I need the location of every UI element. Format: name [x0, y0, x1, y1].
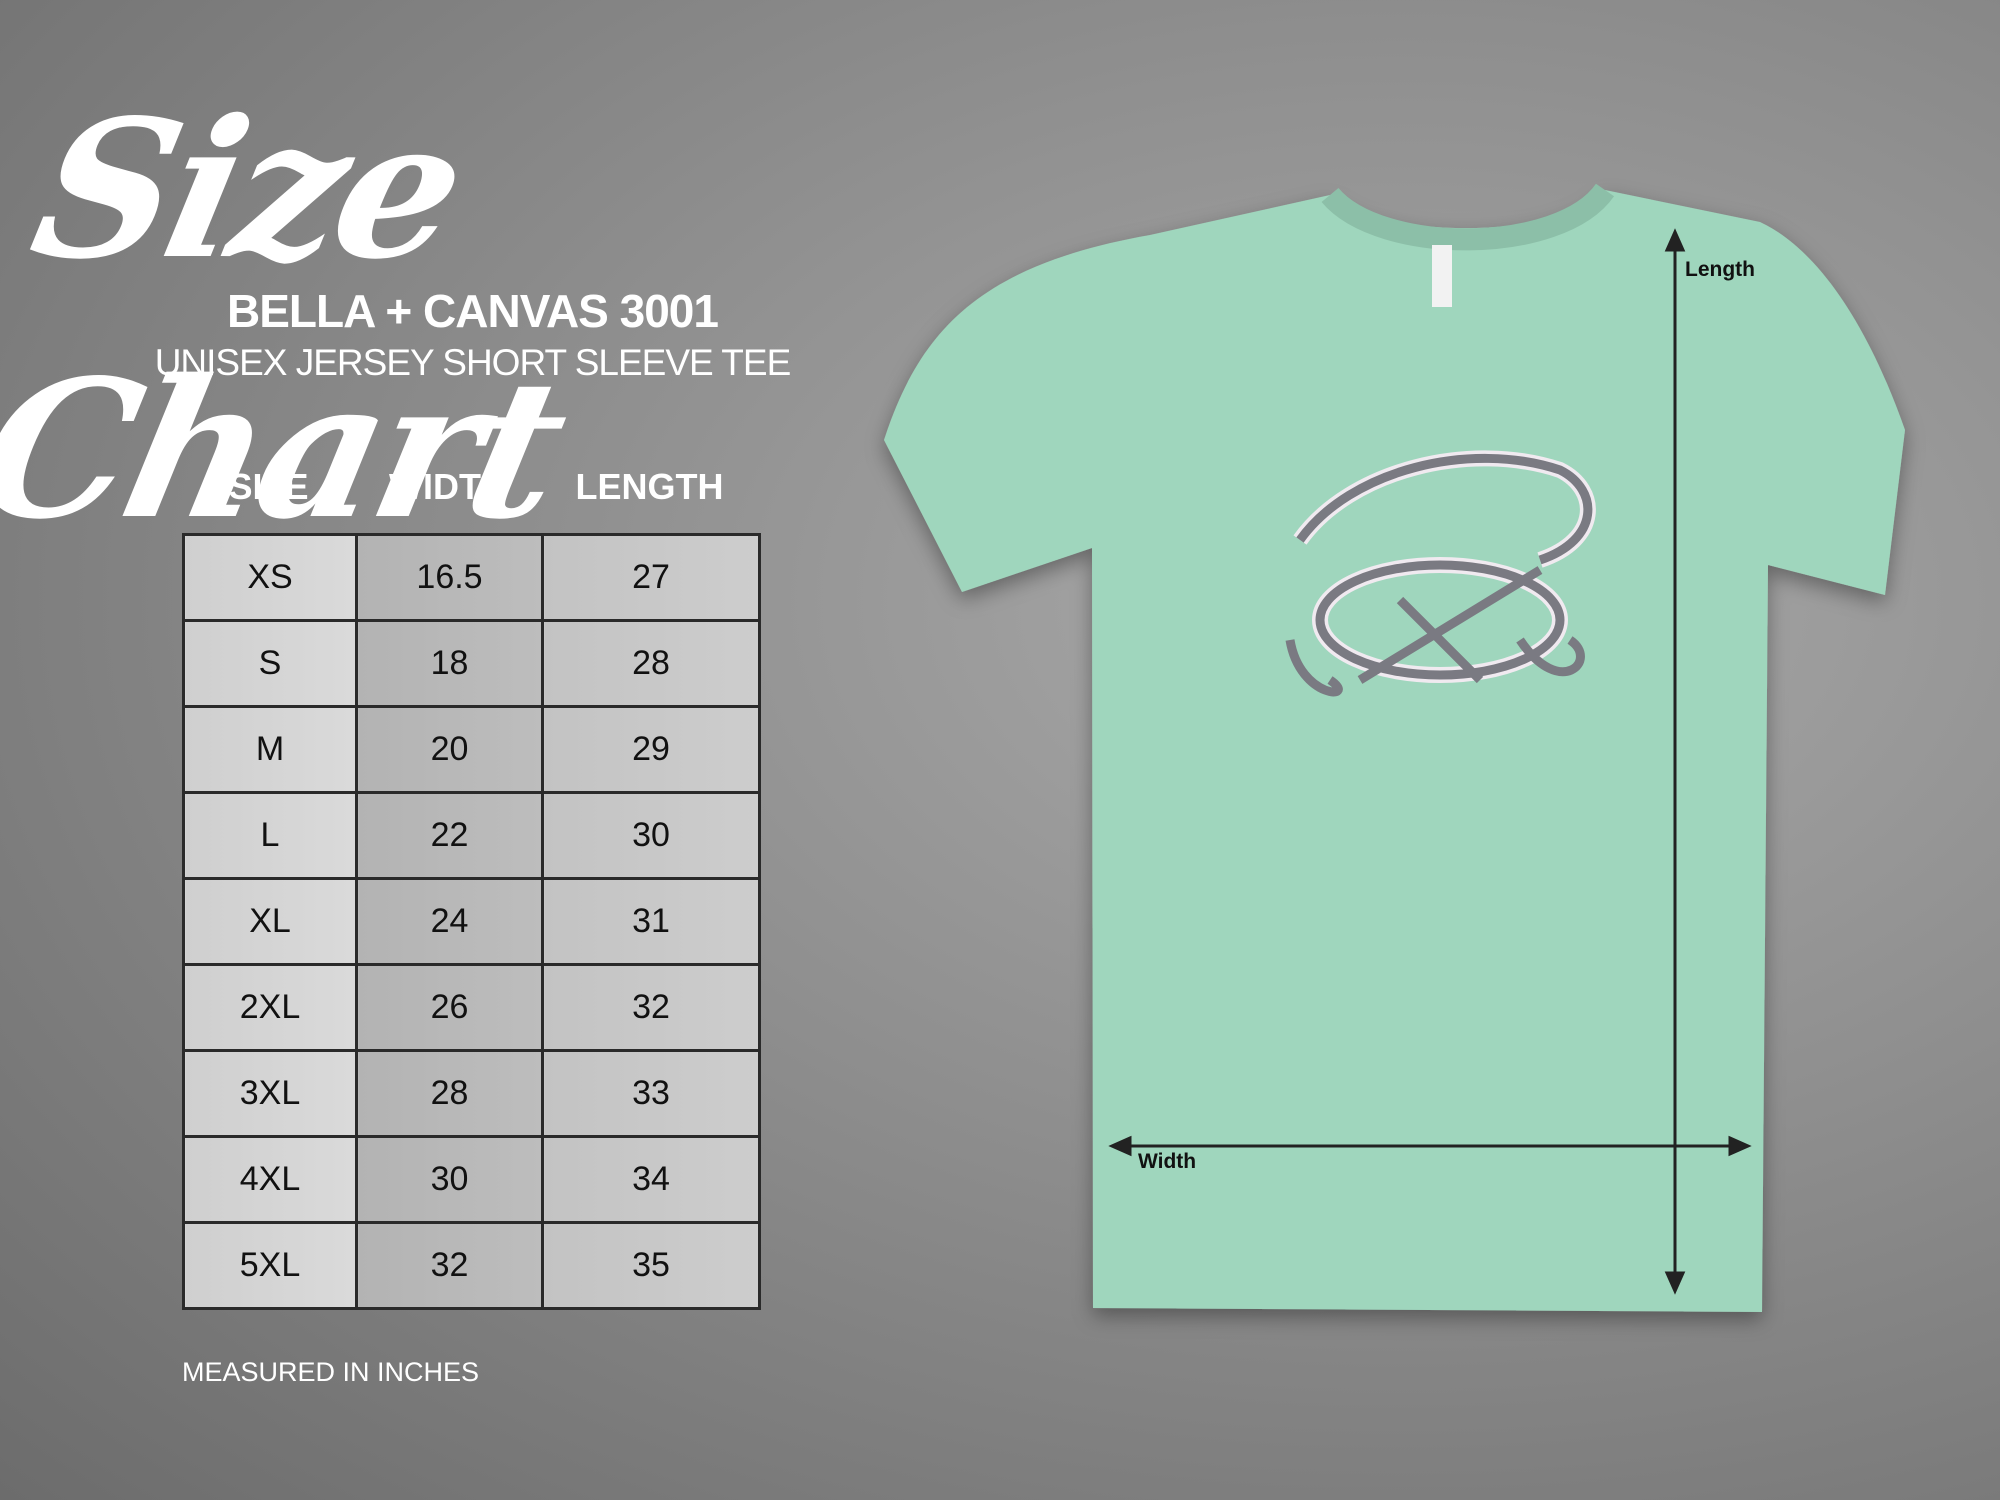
width-label: Width [1138, 1150, 1197, 1173]
size-table: XS 16.5 27 S 18 28 M 20 29 L 22 30 XL 24 31 2XL 26 32 3XL 2… [182, 533, 761, 1310]
neck-tag [1432, 245, 1452, 307]
table-row: 5XL 32 35 [182, 1221, 761, 1310]
width-cell: 20 [356, 705, 544, 794]
size-cell: XS [182, 533, 358, 622]
length-cell: 32 [541, 963, 761, 1052]
length-label: Length [1685, 258, 1755, 281]
size-cell: S [182, 619, 358, 708]
size-cell: M [182, 705, 358, 794]
collar [1321, 183, 1615, 251]
length-cell: 34 [541, 1135, 761, 1224]
table-row: L 22 30 [182, 791, 761, 880]
length-cell: 29 [541, 705, 761, 794]
table-row: XS 16.5 27 [182, 533, 761, 622]
table-row: XL 24 31 [182, 877, 761, 966]
table-row: 4XL 30 34 [182, 1135, 761, 1224]
size-cell: L [182, 791, 358, 880]
length-cell: 30 [541, 791, 761, 880]
header-size: SIZE [228, 466, 309, 507]
size-cell: XL [182, 877, 358, 966]
length-cell: 35 [541, 1221, 761, 1310]
table-row: M 20 29 [182, 705, 761, 794]
length-cell: 28 [541, 619, 761, 708]
width-cell: 28 [356, 1049, 544, 1138]
header-length: LENGTH [575, 466, 724, 507]
size-cell: 5XL [182, 1221, 358, 1310]
size-cell: 3XL [182, 1049, 358, 1138]
width-cell: 16.5 [356, 533, 544, 622]
table-row: 3XL 28 33 [182, 1049, 761, 1138]
table-row: 2XL 26 32 [182, 963, 761, 1052]
length-cell: 31 [541, 877, 761, 966]
measurement-note: MEASURED IN INCHES [182, 1357, 480, 1387]
tshirt-body [884, 190, 1905, 1312]
width-cell: 24 [356, 877, 544, 966]
celtic-dragon-print-icon [1285, 450, 1596, 697]
width-cell: 32 [356, 1221, 544, 1310]
size-cell: 2XL [182, 963, 358, 1052]
width-cell: 26 [356, 963, 544, 1052]
size-cell: 4XL [182, 1135, 358, 1224]
header-width: WIDTH [389, 466, 507, 507]
length-cell: 27 [541, 533, 761, 622]
width-cell: 18 [356, 619, 544, 708]
brand-model: BELLA + CANVAS 3001 [227, 285, 719, 337]
width-cell: 30 [356, 1135, 544, 1224]
width-cell: 22 [356, 791, 544, 880]
length-cell: 33 [541, 1049, 761, 1138]
table-row: S 18 28 [182, 619, 761, 708]
product-description: UNISEX JERSEY SHORT SLEEVE TEE [154, 342, 792, 383]
width-arrow [1108, 1135, 1752, 1157]
length-arrow [1664, 228, 1686, 1295]
